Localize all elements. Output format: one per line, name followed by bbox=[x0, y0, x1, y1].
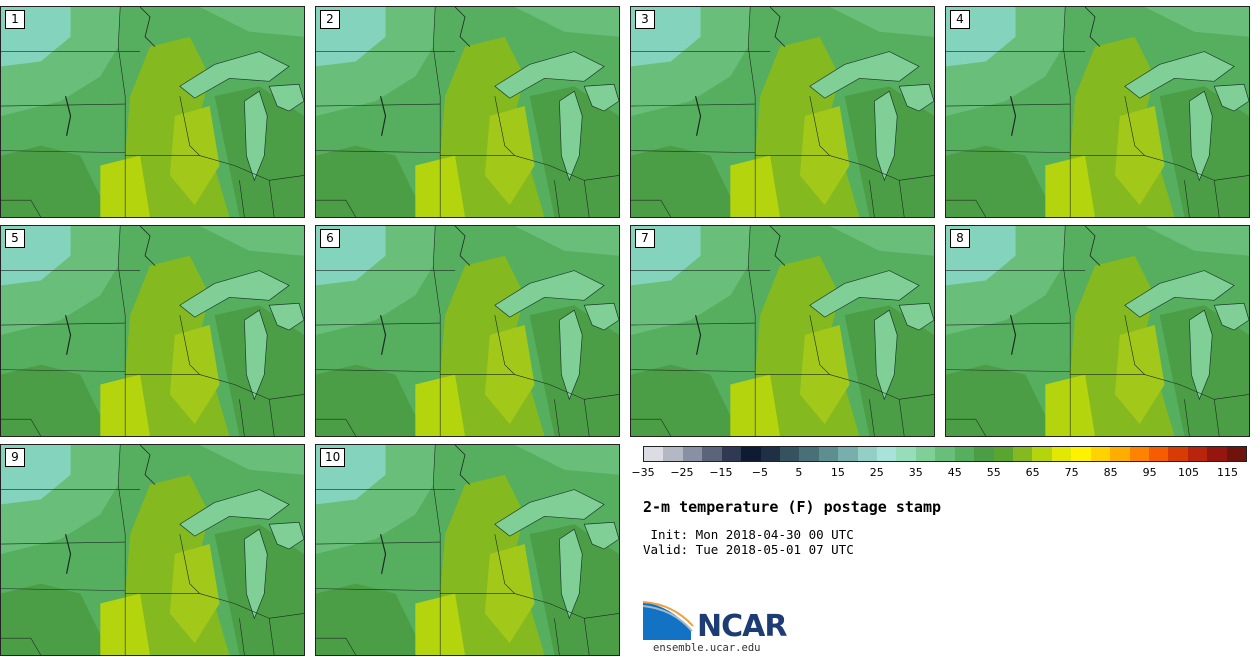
member-panel-6: 6 bbox=[315, 225, 620, 437]
colorbar-segment bbox=[877, 447, 897, 461]
valid-time: Valid: Tue 2018-05-01 07 UTC bbox=[643, 542, 854, 557]
colorbar-segment bbox=[799, 447, 819, 461]
member-panel-9: 9 bbox=[0, 444, 305, 656]
colorbar-segment bbox=[1226, 447, 1247, 461]
colorbar-segment bbox=[702, 447, 722, 461]
colorbar-segment bbox=[915, 447, 936, 461]
colorbar-segment bbox=[838, 447, 858, 461]
member-panel-8: 8 bbox=[945, 225, 1250, 437]
colorbar-tick: 95 bbox=[1142, 466, 1157, 479]
colorbar-tick: 25 bbox=[869, 466, 884, 479]
colorbar-segment bbox=[1187, 447, 1208, 461]
colorbar-tick: 115 bbox=[1217, 466, 1239, 479]
init-time: Init: Mon 2018-04-30 00 UTC bbox=[643, 527, 854, 542]
temperature-map bbox=[316, 226, 619, 436]
colorbar-segment bbox=[1148, 447, 1169, 461]
colorbar-tick: 65 bbox=[1025, 466, 1040, 479]
colorbar-segment bbox=[1013, 447, 1033, 461]
member-panel-2: 2 bbox=[315, 6, 620, 218]
member-label: 5 bbox=[5, 229, 25, 248]
temperature-map bbox=[1, 445, 304, 655]
member-panel-3: 3 bbox=[630, 6, 935, 218]
temperature-map bbox=[1, 226, 304, 436]
colorbar-tick: 15 bbox=[830, 466, 845, 479]
colorbar-segment bbox=[644, 447, 664, 461]
colorbar-segment bbox=[741, 447, 761, 461]
colorbar-segment bbox=[1051, 447, 1072, 461]
colorbar-tick: 35 bbox=[908, 466, 923, 479]
colorbar-segment bbox=[760, 447, 780, 461]
site-url: ensemble.ucar.edu bbox=[653, 642, 761, 654]
colorbar-tick: 45 bbox=[947, 466, 962, 479]
figure-title: 2-m temperature (F) postage stamp bbox=[643, 498, 942, 516]
colorbar-segment bbox=[1168, 447, 1188, 461]
colorbar-tick: −5 bbox=[751, 466, 768, 479]
colorbar-segment bbox=[954, 447, 975, 461]
temperature-map bbox=[316, 445, 619, 655]
colorbar-segment bbox=[1110, 447, 1130, 461]
colorbar-segment bbox=[779, 447, 800, 461]
member-label: 8 bbox=[950, 229, 970, 248]
colorbar-segment bbox=[993, 447, 1014, 461]
colorbar-segment bbox=[818, 447, 839, 461]
colorbar-segment bbox=[1032, 447, 1052, 461]
colorbar-segment bbox=[896, 447, 916, 461]
ncar-logo-icon bbox=[643, 601, 694, 640]
temperature-map bbox=[946, 226, 1249, 436]
colorbar-tick: 5 bbox=[795, 466, 803, 479]
colorbar-tick: 75 bbox=[1064, 466, 1079, 479]
member-panel-5: 5 bbox=[0, 225, 305, 437]
member-panel-1: 1 bbox=[0, 6, 305, 218]
colorbar-tick: 55 bbox=[986, 466, 1001, 479]
member-label: 2 bbox=[320, 10, 340, 29]
member-label: 10 bbox=[320, 448, 346, 467]
colorbar-segment bbox=[1071, 447, 1091, 461]
member-label: 9 bbox=[5, 448, 25, 467]
ncar-logo-text: NCAR bbox=[697, 609, 787, 644]
temperature-map bbox=[631, 7, 934, 217]
temperature-map bbox=[946, 7, 1249, 217]
temperature-map bbox=[1, 7, 304, 217]
member-label: 7 bbox=[635, 229, 655, 248]
colorbar-segment bbox=[682, 447, 703, 461]
colorbar-segment bbox=[1090, 447, 1111, 461]
member-label: 4 bbox=[950, 10, 970, 29]
colorbar-segment bbox=[857, 447, 878, 461]
colorbar-segment bbox=[1129, 447, 1149, 461]
colorbar-tick: 85 bbox=[1103, 466, 1118, 479]
member-label: 6 bbox=[320, 229, 340, 248]
colorbar-segment bbox=[974, 447, 994, 461]
colorbar-tick-labels: −35 −25 −15 −5 5 15 25 35 45 55 65 75 85 95 105 115 bbox=[631, 466, 1247, 480]
colorbar-segment bbox=[935, 447, 955, 461]
member-label: 3 bbox=[635, 10, 655, 29]
colorbar-tick: 105 bbox=[1178, 466, 1200, 479]
colorbar-tick: −35 bbox=[631, 466, 655, 479]
colorbar-segment bbox=[663, 447, 683, 461]
member-panel-7: 7 bbox=[630, 225, 935, 437]
member-panel-10: 10 bbox=[315, 444, 620, 656]
temperature-map bbox=[316, 7, 619, 217]
temperature-map bbox=[631, 226, 934, 436]
temperature-colorbar bbox=[643, 446, 1247, 462]
member-panel-4: 4 bbox=[945, 6, 1250, 218]
member-label: 1 bbox=[5, 10, 25, 29]
colorbar-segment bbox=[1207, 447, 1227, 461]
colorbar-tick: −15 bbox=[709, 466, 733, 479]
colorbar-segment bbox=[721, 447, 742, 461]
colorbar-tick: −25 bbox=[670, 466, 694, 479]
